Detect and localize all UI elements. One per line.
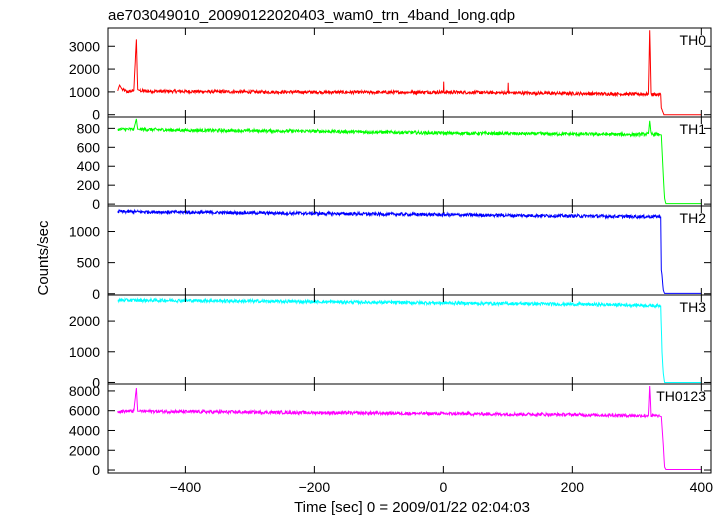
- y-tick-label: 1000: [69, 344, 100, 360]
- y-tick-label: 0: [92, 286, 100, 302]
- x-axis-label: Time [sec] 0 = 2009/01/22 02:04:03: [294, 499, 530, 516]
- y-tick-label: 6000: [69, 403, 100, 419]
- panel-frame: [107, 205, 712, 296]
- y-tick-label: 2000: [69, 442, 100, 458]
- y-tick-label: 2000: [69, 61, 100, 77]
- panel-th0: 0 1000 2000 3000 TH0: [69, 27, 712, 123]
- panel-label-th0123: TH0123: [656, 388, 706, 404]
- y-tick-label: 4000: [69, 422, 100, 438]
- y-tick-label: 0: [92, 374, 100, 390]
- y-tick-label: 3000: [69, 38, 100, 54]
- panel-th1: 0 200 400 600 800 TH1: [77, 116, 712, 212]
- series-line-th3: [117, 297, 702, 383]
- y-tick-label: 0: [92, 107, 100, 123]
- y-tick-label: 200: [77, 177, 101, 193]
- panel-th3: 0 1000 2000 TH3: [69, 294, 712, 390]
- y-tick-label: 0: [92, 196, 100, 212]
- y-tick-label: 2000: [69, 313, 100, 329]
- y-tick-label: 8000: [69, 383, 100, 399]
- y-tick-label: 1000: [69, 84, 100, 100]
- y-tick-label: 0: [92, 462, 100, 478]
- series-line-th2: [117, 208, 702, 294]
- y-axis-label: Counts/sec: [35, 220, 52, 296]
- y-tick-label: 400: [77, 158, 101, 174]
- panel-frame: [107, 383, 712, 474]
- panel-frame: [107, 27, 712, 118]
- y-tick-label: 1000: [69, 224, 100, 240]
- y-tick-label: 800: [77, 120, 101, 136]
- x-tick-label: 200: [561, 479, 585, 495]
- panel-label-th3: TH3: [680, 299, 707, 315]
- chart-title: ae703049010_20090122020403_wam0_trn_4ban…: [108, 7, 515, 24]
- series-line-th0: [117, 30, 702, 116]
- panel-frame: [107, 294, 712, 385]
- x-tick-label: −400: [170, 479, 202, 495]
- panel-th2: 0 500 1000 TH2: [69, 205, 712, 302]
- panel-label-th0: TH0: [680, 32, 707, 48]
- x-tick-label: −200: [299, 479, 331, 495]
- y-tick-label: 500: [77, 255, 101, 271]
- panel-th0123: 0 2000 4000 6000 8000 TH0123: [69, 383, 712, 478]
- series-line-th1: [117, 118, 702, 205]
- panel-label-th1: TH1: [680, 121, 707, 137]
- x-tick-label: 0: [439, 479, 447, 495]
- x-tick-label: 400: [690, 479, 714, 495]
- series-line-th0123: [117, 385, 702, 470]
- panel-label-th2: TH2: [680, 210, 707, 226]
- y-tick-label: 600: [77, 139, 101, 155]
